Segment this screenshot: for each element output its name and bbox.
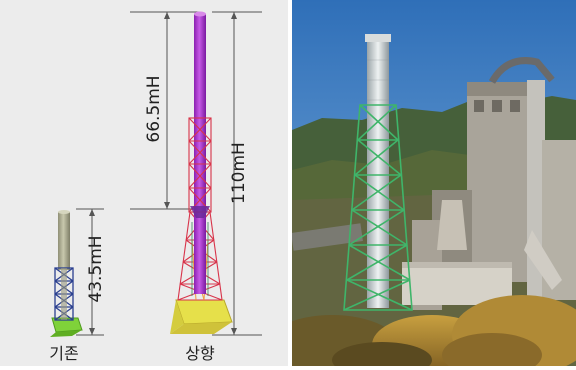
existing-stack-model bbox=[50, 210, 83, 337]
cement-plant bbox=[292, 57, 576, 310]
existing-height-dimension bbox=[76, 208, 104, 336]
existing-height-label: 43.5mH bbox=[86, 235, 106, 303]
raised-caption: 상향 bbox=[185, 344, 215, 363]
raised-stack-model bbox=[170, 11, 233, 334]
stack-photo bbox=[292, 0, 576, 366]
total-height-dimension bbox=[212, 11, 262, 336]
total-height-label: 110mH bbox=[229, 142, 249, 204]
raised-stack-photo bbox=[343, 34, 413, 311]
existing-caption: 기존 bbox=[49, 344, 79, 363]
extension-height-label: 66.5mH bbox=[144, 75, 164, 143]
foreground-trees bbox=[292, 295, 576, 366]
green-frame bbox=[343, 104, 413, 311]
diagram-drawing bbox=[50, 11, 262, 337]
photo-illustration bbox=[292, 0, 576, 366]
stack-height-diagram: 43.5mH 66.5mH 110mH 기존 상향 bbox=[0, 0, 288, 366]
extension-height-dimension bbox=[130, 11, 200, 210]
